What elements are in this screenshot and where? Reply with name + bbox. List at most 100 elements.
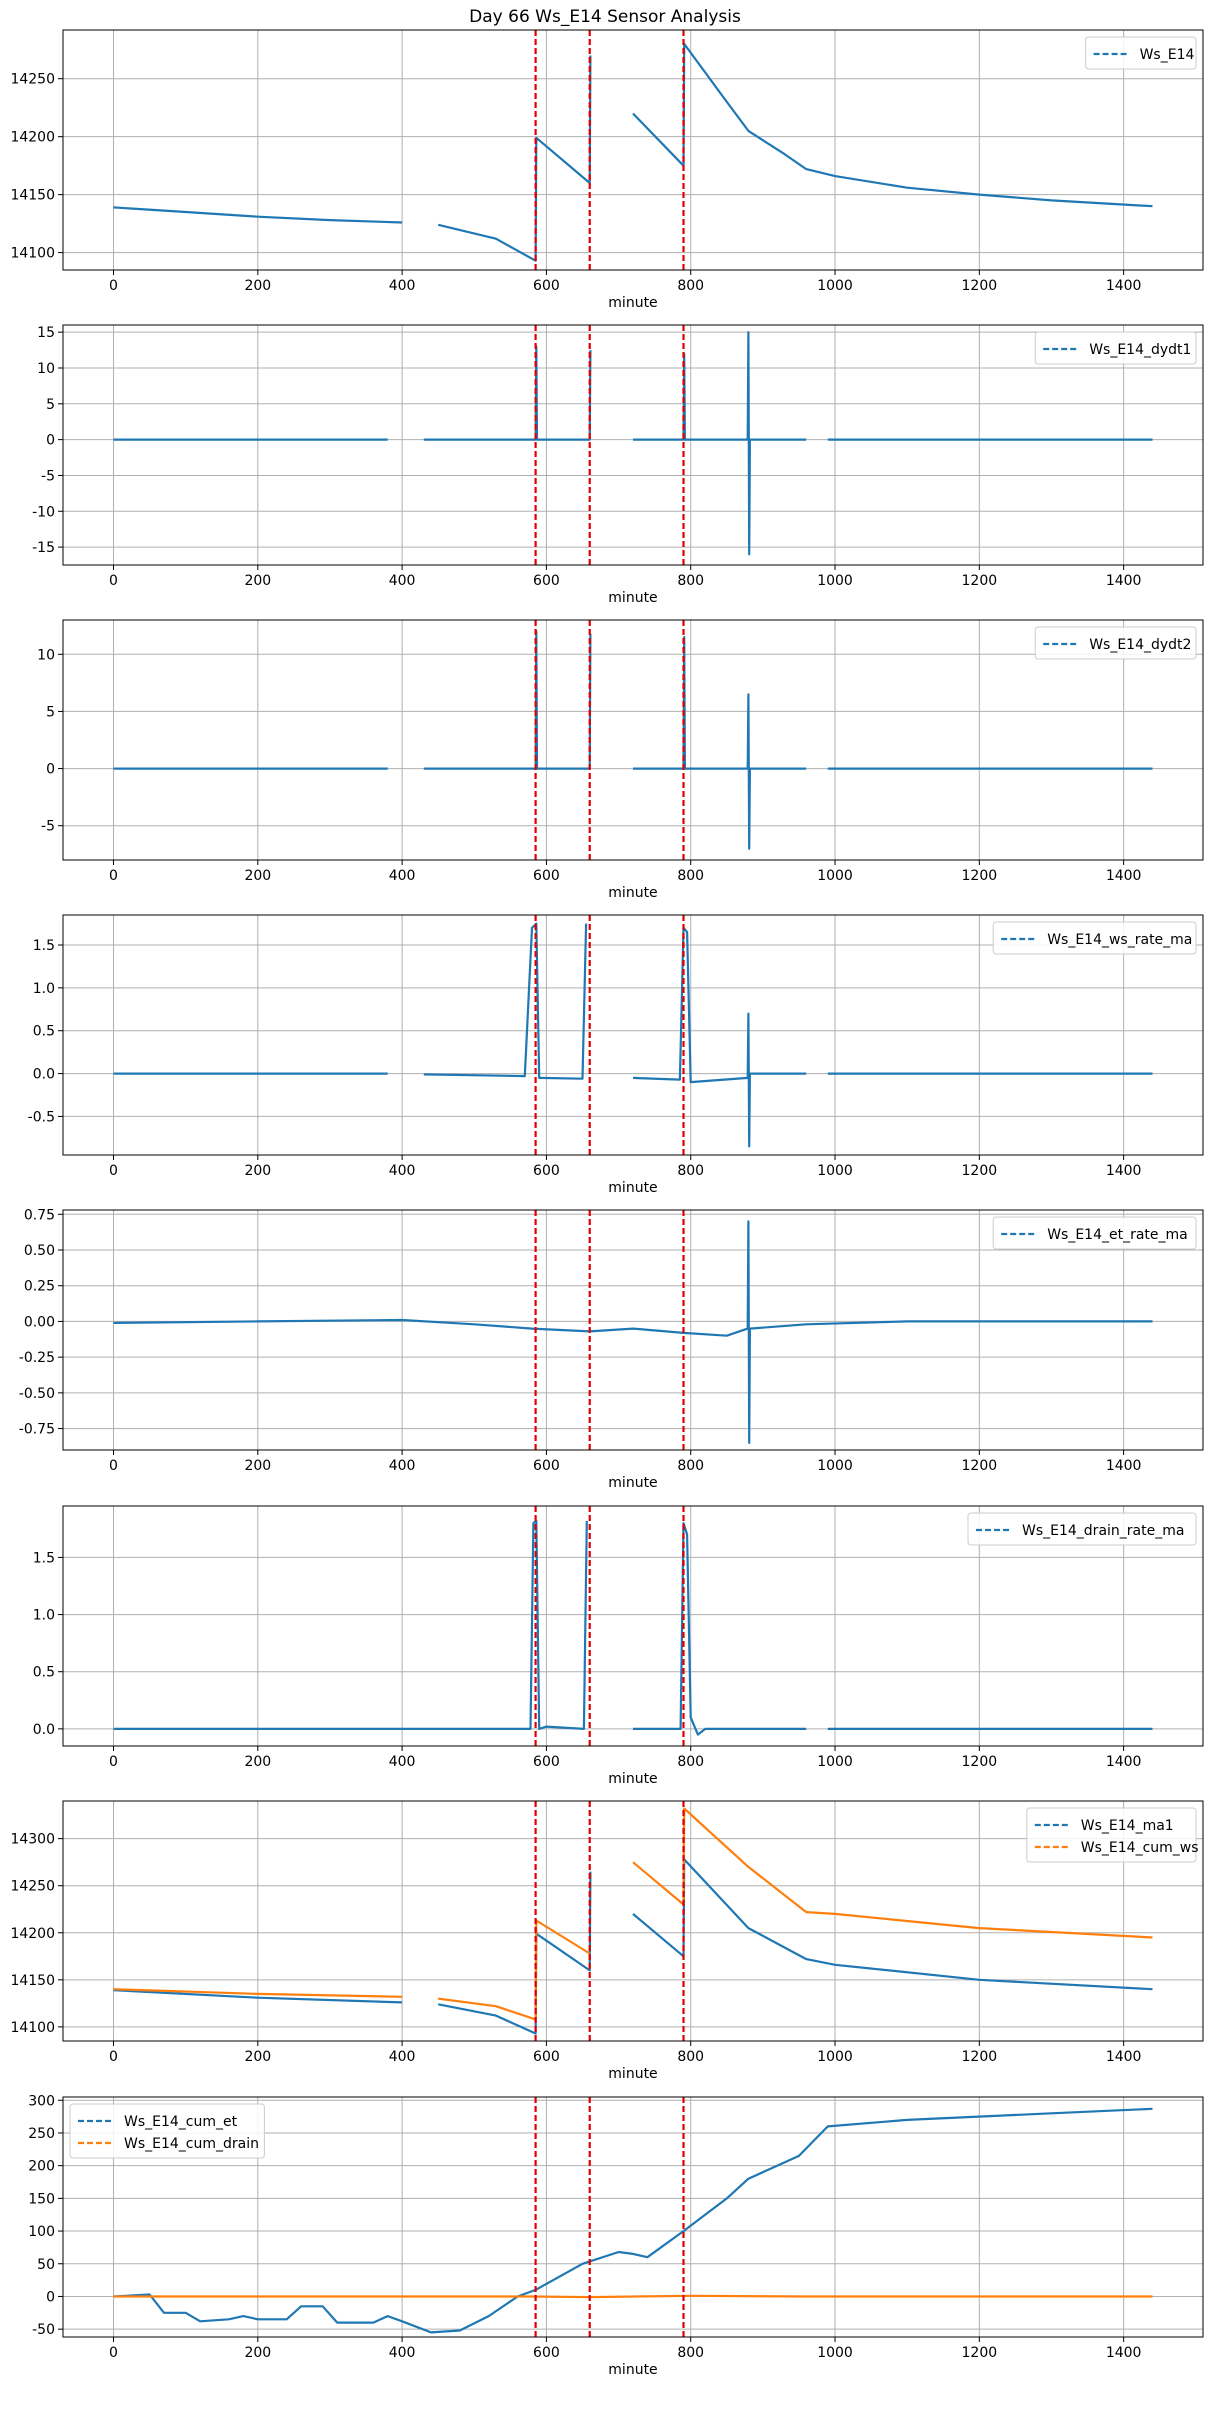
y-tick-label: 0: [46, 433, 55, 449]
x-tick-label: 1200: [962, 278, 998, 294]
x-tick-label: 1400: [1106, 1458, 1142, 1474]
legend-label: Ws_E14_ws_rate_ma: [1047, 932, 1192, 948]
x-tick-label: 600: [533, 1163, 560, 1179]
x-tick-label: 1400: [1106, 1163, 1142, 1179]
panel-4: 0 200 400 600 800 1000 1200 1400 -0.5 0.0 0.5 1.0 1.…: [28, 914, 1204, 1196]
legend-label: Ws_E14: [1140, 47, 1195, 63]
x-tick-label: 200: [244, 2345, 271, 2361]
legend: Ws_E14: [1085, 36, 1197, 70]
y-tick-label: 250: [28, 2126, 55, 2142]
y-tick-label: 0: [46, 2289, 55, 2305]
x-tick-label: 600: [533, 573, 560, 589]
x-tick-label: 1000: [817, 2049, 853, 2065]
x-tick-label: 600: [533, 278, 560, 294]
panel-1: 0 200 400 600 800 1000 1200 1400 14100 14150 14200…: [10, 29, 1204, 311]
legend: Ws_E14_dydt1: [1034, 331, 1197, 365]
x-tick-label: 0: [109, 1754, 118, 1770]
x-tick-label: 0: [109, 1458, 118, 1474]
y-tick-label: 50: [37, 2257, 55, 2273]
y-tick-label: 10: [37, 647, 55, 663]
x-tick-label: 0: [109, 2345, 118, 2361]
series-line-Ws_E14_dydt2: [113, 630, 1153, 850]
x-tick-label: 600: [533, 2049, 560, 2065]
x-tick-label: 800: [677, 2345, 704, 2361]
x-tick-label: 1200: [962, 1458, 998, 1474]
x-tick-label: 1000: [817, 573, 853, 589]
axes-frame: [62, 29, 1204, 271]
series-line-Ws_E14_cum_drain: [113, 2294, 1153, 2299]
y-tick-label: 0.50: [24, 1243, 55, 1259]
legend-box: [992, 921, 1197, 955]
panel-8: 0 200 400 600 800 1000 1200 1400 -50 0 50 100 150 200…: [28, 2093, 1204, 2378]
x-tick-label: 1000: [817, 868, 853, 884]
x-tick-label: 0: [109, 868, 118, 884]
x-tick-label: 400: [389, 573, 416, 589]
panels: 0 200 400 600 800 1000 1200 1400141001415014200…: [10, 29, 1204, 2378]
x-tick-label: 1200: [962, 573, 998, 589]
y-tick-label: 5: [46, 704, 55, 720]
legend-label: Ws_E14_ma1: [1081, 1818, 1174, 1834]
y-tick-label: 0.5: [33, 1665, 55, 1681]
y-tick-label: 0.5: [33, 1024, 55, 1040]
x-tick-label: 200: [244, 2049, 271, 2065]
legend: Ws_E14_drain_rate_ma: [967, 1512, 1197, 1546]
x-tick-label: 1000: [817, 278, 853, 294]
y-tick-label: -50: [32, 2322, 55, 2338]
x-tick-label: 400: [389, 1458, 416, 1474]
y-tick-label: 15: [37, 325, 55, 341]
y-tick-label: -5: [41, 819, 55, 835]
legend: Ws_E14_ma1 Ws_E14_cum_ws: [1026, 1807, 1199, 1863]
x-axis-label: minute: [608, 1771, 657, 1787]
x-tick-label: 600: [533, 1458, 560, 1474]
x-tick-label: 400: [389, 1754, 416, 1770]
x-tick-label: 1000: [817, 1754, 853, 1770]
x-tick-label: 400: [389, 868, 416, 884]
y-tick-label: -10: [32, 504, 55, 520]
series-line-Ws_E14_ws_rate_ma: [113, 922, 1153, 1148]
axes-frame: [62, 324, 1204, 566]
x-tick-label: 1400: [1106, 868, 1142, 884]
y-tick-label: -0.5: [28, 1109, 55, 1125]
legend-label: Ws_E14_cum_drain: [124, 2136, 259, 2152]
x-tick-label: 400: [389, 1163, 416, 1179]
legend-label: Ws_E14_drain_rate_ma: [1022, 1523, 1184, 1539]
legend-box: [1034, 626, 1197, 660]
x-tick-label: 200: [244, 573, 271, 589]
x-tick-label: 1000: [817, 1163, 853, 1179]
legend-box: [69, 2103, 265, 2159]
legend-box: [1034, 331, 1197, 365]
x-tick-label: 1200: [962, 1163, 998, 1179]
y-tick-label: 0.75: [24, 1207, 55, 1223]
y-tick-label: 14200: [10, 1926, 55, 1942]
x-axis-label: minute: [608, 2066, 657, 2082]
x-tick-label: 1400: [1106, 573, 1142, 589]
x-tick-label: 0: [109, 1163, 118, 1179]
y-tick-label: 0.25: [24, 1279, 55, 1295]
y-tick-label: 14200: [10, 130, 55, 146]
legend: Ws_E14_ws_rate_ma: [992, 921, 1197, 955]
series-line-Ws_E14_drain_rate_ma: [113, 1519, 1153, 1736]
y-tick-label: -0.25: [19, 1350, 55, 1366]
x-tick-label: 600: [533, 868, 560, 884]
x-tick-label: 1400: [1106, 2345, 1142, 2361]
axes-frame: [62, 1209, 1204, 1451]
y-tick-label: 100: [28, 2224, 55, 2240]
y-tick-label: 1.0: [33, 1608, 55, 1624]
x-tick-label: 200: [244, 868, 271, 884]
x-axis-label: minute: [608, 2362, 657, 2378]
y-tick-label: 0.0: [33, 1722, 55, 1738]
series-line-Ws_E14_cum_et: [113, 2107, 1153, 2334]
y-tick-label: 1.5: [33, 938, 55, 954]
x-tick-label: 1000: [817, 2345, 853, 2361]
x-tick-label: 400: [389, 278, 416, 294]
y-tick-label: 0: [46, 762, 55, 778]
legend-box: [1085, 36, 1197, 70]
y-tick-label: -0.75: [19, 1422, 55, 1438]
y-tick-label: 10: [37, 361, 55, 377]
figure-title: Day 66 Ws_E14 Sensor Analysis: [469, 7, 741, 27]
y-tick-label: 300: [28, 2093, 55, 2109]
y-tick-label: 14100: [10, 246, 55, 262]
legend-label: Ws_E14_cum_ws: [1081, 1840, 1199, 1856]
y-tick-label: 14100: [10, 2020, 55, 2036]
